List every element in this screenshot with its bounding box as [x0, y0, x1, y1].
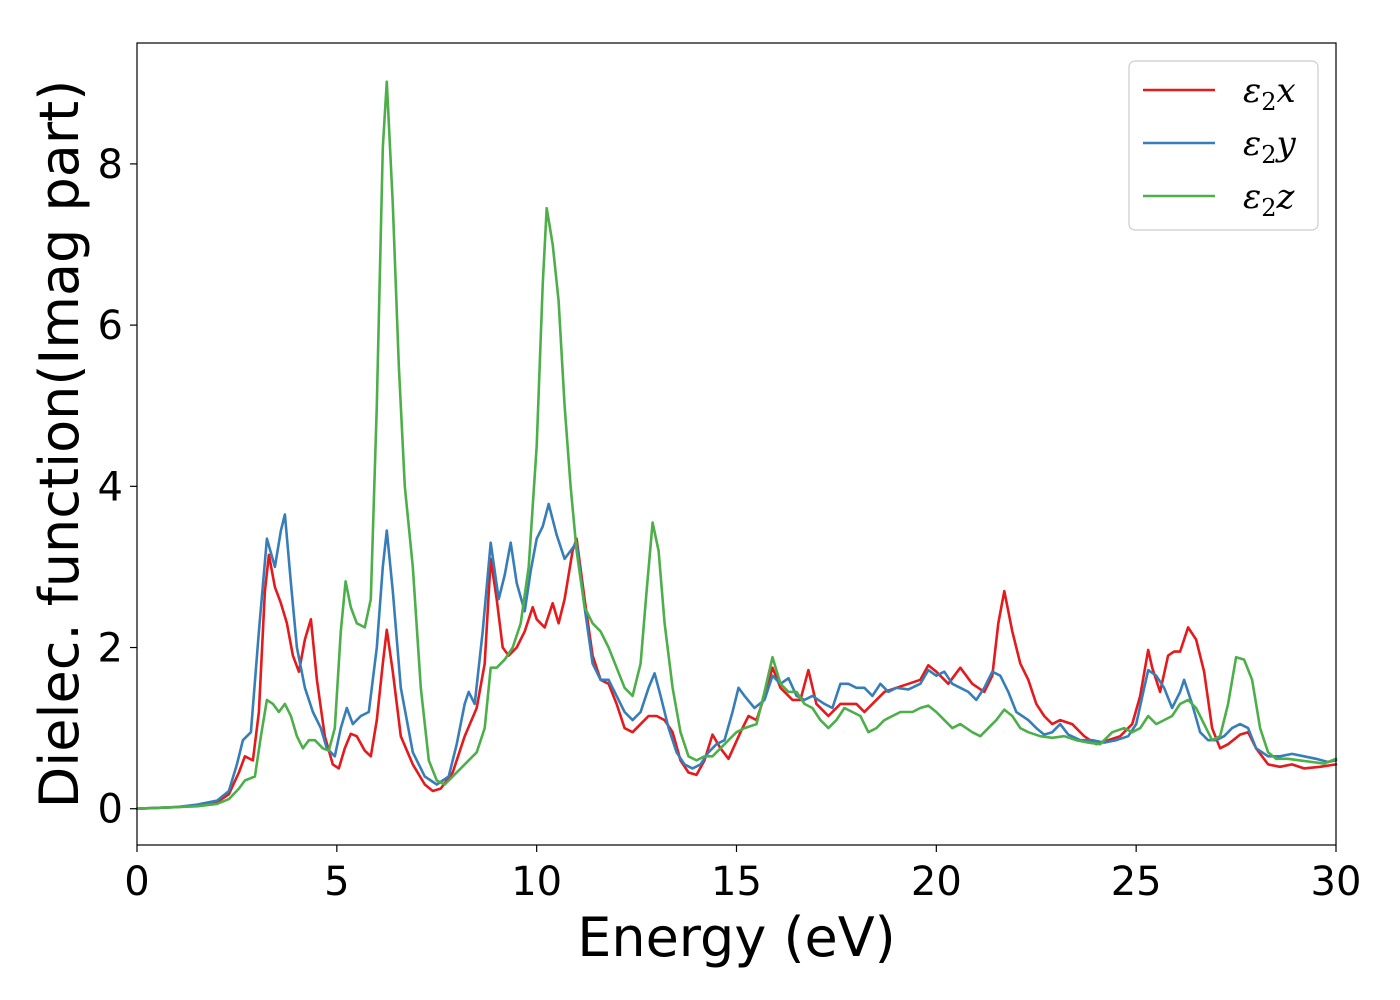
- x-tick-label: 30: [1311, 859, 1362, 905]
- x-axis-label: Energy (eV): [577, 906, 896, 969]
- legend-entry-x: ε2x: [1243, 71, 1296, 116]
- x-tick-label: 25: [1111, 859, 1162, 905]
- y-tick-label: 8: [98, 142, 123, 188]
- x-axis: 0 5 10 15 20 25 30: [124, 845, 1361, 905]
- x-tick-label: 5: [324, 859, 349, 905]
- y-tick-label: 0: [98, 787, 123, 833]
- legend-entry-z: ε2z: [1243, 177, 1296, 222]
- y-axis: 0 2 4 6 8: [98, 142, 137, 833]
- x-tick-label: 20: [911, 859, 962, 905]
- x-tick-label: 15: [711, 859, 762, 905]
- legend-entry-y: ε2y: [1243, 124, 1297, 169]
- legend: ε2x ε2y ε2z: [1128, 60, 1319, 231]
- legend-box: [1128, 60, 1319, 231]
- series-layer: [135, 80, 1338, 810]
- y-tick-label: 6: [98, 303, 123, 349]
- y-axis-label: Dielec. function(Imag part): [28, 80, 91, 809]
- y-tick-label: 2: [98, 626, 123, 672]
- x-tick-label: 0: [124, 859, 149, 905]
- x-tick-label: 10: [511, 859, 562, 905]
- series-line-z: [135, 80, 1338, 810]
- series-line-y: [135, 502, 1338, 810]
- y-tick-label: 4: [98, 464, 123, 510]
